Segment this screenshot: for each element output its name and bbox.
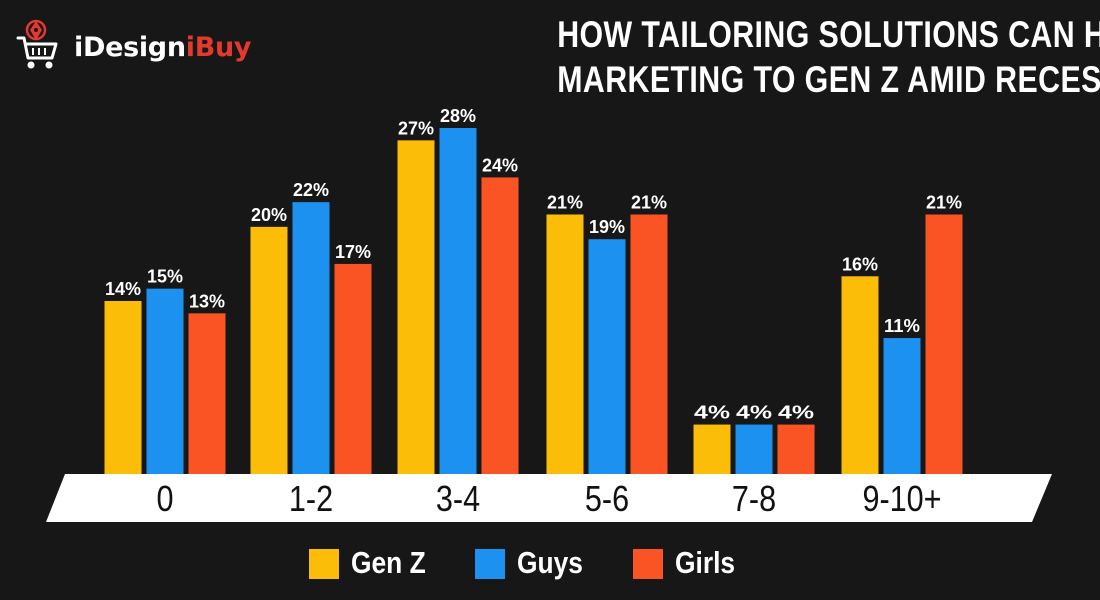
value-label-guys-0: 15% [147, 267, 183, 287]
category-label-0: 0 [156, 480, 173, 520]
value-label-gen-z-1-2: 20% [251, 205, 287, 225]
bar-girls-0 [188, 313, 226, 474]
brand-name: iDesigniBuy [74, 32, 252, 63]
cart-pen-icon [16, 19, 58, 69]
value-label-gen-z-9-10: 16% [842, 254, 878, 274]
bar-guys-0 [146, 288, 184, 474]
title-line-1: HOW TAILORING SOLUTIONS CAN HELP [557, 14, 1100, 55]
bar-guys-9-10 [883, 338, 921, 474]
chart-title: HOW TAILORING SOLUTIONS CAN HELP MARKETI… [557, 12, 1100, 102]
bar-girls-9-10 [925, 214, 963, 474]
bar-girls-1-2 [334, 263, 372, 474]
bar-guys-1-2 [292, 202, 330, 474]
category-label-9-10: 9-10+ [862, 480, 941, 520]
title-line-2: MARKETING TO GEN Z AMID RECESSION [557, 59, 1100, 100]
category-label-5-6: 5-6 [585, 480, 629, 520]
bar-girls-3-4 [481, 177, 519, 474]
value-label-gen-z-0: 14% [105, 279, 141, 299]
value-label-girls-5-6: 21% [631, 193, 667, 213]
value-label-girls-0: 13% [189, 291, 225, 311]
brand-name-part1: iDesign [74, 32, 186, 63]
legend-swatch-girls [633, 549, 663, 579]
value-label-guys-9-10: 11% [884, 316, 920, 336]
value-label-girls-1-2: 17% [335, 242, 371, 262]
category-label-1-2: 1-2 [289, 480, 333, 520]
bar-gen-z-1-2 [250, 226, 288, 474]
value-label-gen-z-5-6: 21% [547, 193, 583, 213]
bar-guys-7-8 [735, 424, 773, 474]
legend-swatch-gen-z [309, 549, 339, 579]
value-label-gen-z-3-4: 27% [398, 118, 434, 138]
legend-label-guys: Guys [517, 545, 583, 580]
value-label-girls-9-10: 21% [926, 193, 962, 213]
value-label-guys-5-6: 19% [589, 217, 625, 237]
legend-label-girls: Girls [675, 545, 736, 580]
brand-name-part2: iBuy [185, 32, 252, 63]
bar-gen-z-7-8 [693, 424, 731, 474]
category-label-7-8: 7-8 [732, 480, 776, 520]
brand-logo: iDesigniBuy [16, 18, 252, 76]
value-label-girls-3-4: 24% [482, 155, 518, 175]
bar-gen-z-5-6 [546, 214, 584, 474]
bar-girls-7-8 [777, 424, 815, 474]
value-label-guys-1-2: 22% [293, 180, 329, 200]
legend-swatch-guys [475, 549, 505, 579]
bar-gen-z-0 [104, 301, 142, 474]
bar-guys-5-6 [588, 239, 626, 474]
bar-gen-z-9-10 [841, 276, 879, 474]
chart-legend: Gen Z Guys Girls [0, 544, 1100, 584]
value-label-guys-3-4: 28% [440, 106, 476, 126]
value-label-gen-z-7-8: 4% [694, 403, 730, 423]
category-label-3-4: 3-4 [436, 480, 480, 520]
bar-gen-z-3-4 [397, 140, 435, 474]
legend-label-gen-z: Gen Z [351, 545, 426, 580]
value-label-girls-7-8: 4% [778, 403, 814, 423]
bar-guys-3-4 [439, 128, 477, 474]
category-axis-band [46, 474, 1052, 522]
value-label-guys-7-8: 4% [736, 403, 772, 423]
bar-girls-5-6 [630, 214, 668, 474]
